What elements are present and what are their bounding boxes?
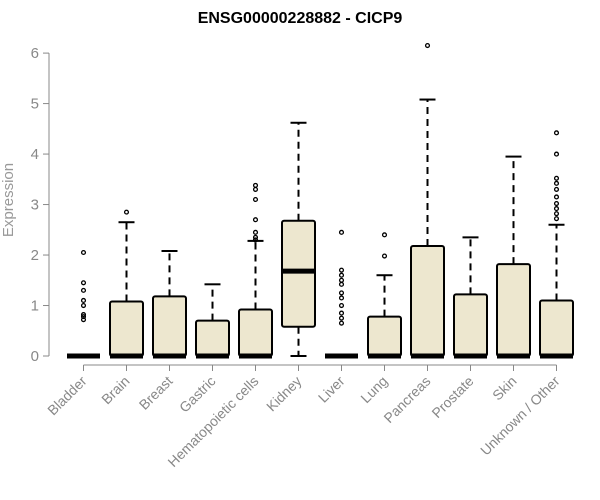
box-gastric: [195, 283, 230, 359]
outlier-hematopoietic-cells-4: [252, 196, 259, 203]
box-breast: [152, 249, 187, 359]
x-tick-label-pancreas: Pancreas: [380, 373, 433, 426]
outlier-pancreas-0: [424, 42, 431, 49]
y-axis: 0 1 2 3 4 5 6: [31, 45, 50, 365]
outlier-liver-10: [338, 229, 345, 235]
y-tick-label-3: 3: [31, 197, 39, 214]
box-body-gastric: [195, 319, 230, 357]
x-tick-label-breast: Breast: [136, 373, 176, 413]
boxes-layer: [67, 42, 574, 359]
x-tick-label-bladder: Bladder: [44, 373, 90, 419]
box-body-lung: [367, 315, 402, 358]
outlier-bladder-6: [80, 280, 87, 286]
x-tick-label-unknown-other: Unknown / Other: [477, 373, 563, 459]
box-body-breast: [152, 295, 187, 358]
y-tick-label-6: 6: [31, 45, 39, 62]
outlier-bladder-5: [80, 287, 87, 293]
box-prostate: [453, 236, 488, 359]
outlier-liver-4: [338, 295, 345, 301]
outlier-hematopoietic-cells-3: [252, 217, 259, 223]
outlier-liver-5: [338, 290, 345, 296]
box-body-hematopoietic-cells: [238, 308, 273, 357]
box-lung: [367, 232, 402, 359]
outlier-unknown-other-0: [553, 216, 560, 222]
outlier-unknown-other-4: [553, 194, 560, 200]
y-tick-label-5: 5: [31, 96, 39, 113]
box-body-brain: [109, 300, 144, 357]
outlier-unknown-other-1: [553, 211, 560, 217]
x-tick-label-prostate: Prostate: [428, 373, 476, 421]
box-kidney: [281, 121, 316, 357]
outlier-liver-1: [338, 315, 345, 321]
x-tick-label-kidney: Kidney: [263, 373, 305, 415]
outlier-liver-8: [338, 272, 345, 278]
outlier-liver-7: [338, 277, 345, 283]
outlier-unknown-other-9: [553, 130, 560, 136]
x-tick-label-gastric: Gastric: [176, 373, 219, 416]
y-tick-label-0: 0: [31, 348, 39, 365]
box-hematopoietic-cells: [238, 182, 273, 359]
box-body-unknown-other: [539, 299, 574, 357]
box-body-skin: [496, 263, 531, 357]
outlier-brain-0: [123, 209, 130, 215]
outlier-unknown-other-6: [553, 180, 560, 186]
outlier-unknown-other-8: [553, 151, 560, 157]
y-tick-label-1: 1: [31, 298, 39, 315]
outlier-unknown-other-7: [553, 175, 560, 181]
outlier-hematopoietic-cells-5: [252, 186, 259, 192]
box-body-kidney: [281, 219, 316, 328]
outlier-hematopoietic-cells-0: [252, 237, 259, 243]
box-unknown-other: [539, 130, 574, 359]
x-tick-label-liver: Liver: [315, 373, 348, 406]
outlier-liver-6: [338, 281, 345, 287]
outlier-bladder-0: [80, 317, 87, 323]
box-body-pancreas: [410, 244, 445, 357]
x-tick-label-lung: Lung: [357, 373, 390, 406]
x-tick-label-skin: Skin: [489, 373, 520, 404]
box-pancreas: [410, 42, 445, 359]
outlier-bladder-1: [80, 314, 87, 320]
outlier-lung-0: [381, 253, 388, 259]
box-bladder: [67, 249, 100, 359]
outlier-hematopoietic-cells-1: [252, 234, 259, 240]
outlier-liver-9: [338, 267, 345, 273]
outlier-hematopoietic-cells-6: [252, 182, 259, 188]
y-axis-label: Expression: [0, 163, 17, 237]
outlier-unknown-other-2: [553, 206, 560, 212]
outlier-bladder-3: [80, 302, 87, 309]
y-tick-label-4: 4: [31, 146, 39, 163]
box-body-prostate: [453, 293, 488, 357]
outlier-hematopoietic-cells-2: [252, 229, 259, 235]
outlier-liver-2: [338, 310, 345, 316]
outlier-bladder-2: [80, 312, 87, 318]
outlier-unknown-other-3: [553, 200, 560, 207]
outlier-unknown-other-5: [553, 186, 560, 192]
chart-title: ENSG00000228882 - CICP9: [198, 10, 403, 27]
outlier-liver-0: [338, 320, 345, 326]
box-brain: [109, 209, 144, 359]
box-skin: [496, 155, 531, 359]
outlier-bladder-7: [80, 249, 87, 256]
outlier-liver-3: [338, 302, 345, 309]
box-liver: [325, 229, 358, 359]
x-tick-label-brain: Brain: [98, 373, 132, 407]
y-tick-label-2: 2: [31, 247, 39, 264]
outlier-lung-1: [381, 232, 388, 238]
outlier-bladder-4: [80, 297, 87, 304]
